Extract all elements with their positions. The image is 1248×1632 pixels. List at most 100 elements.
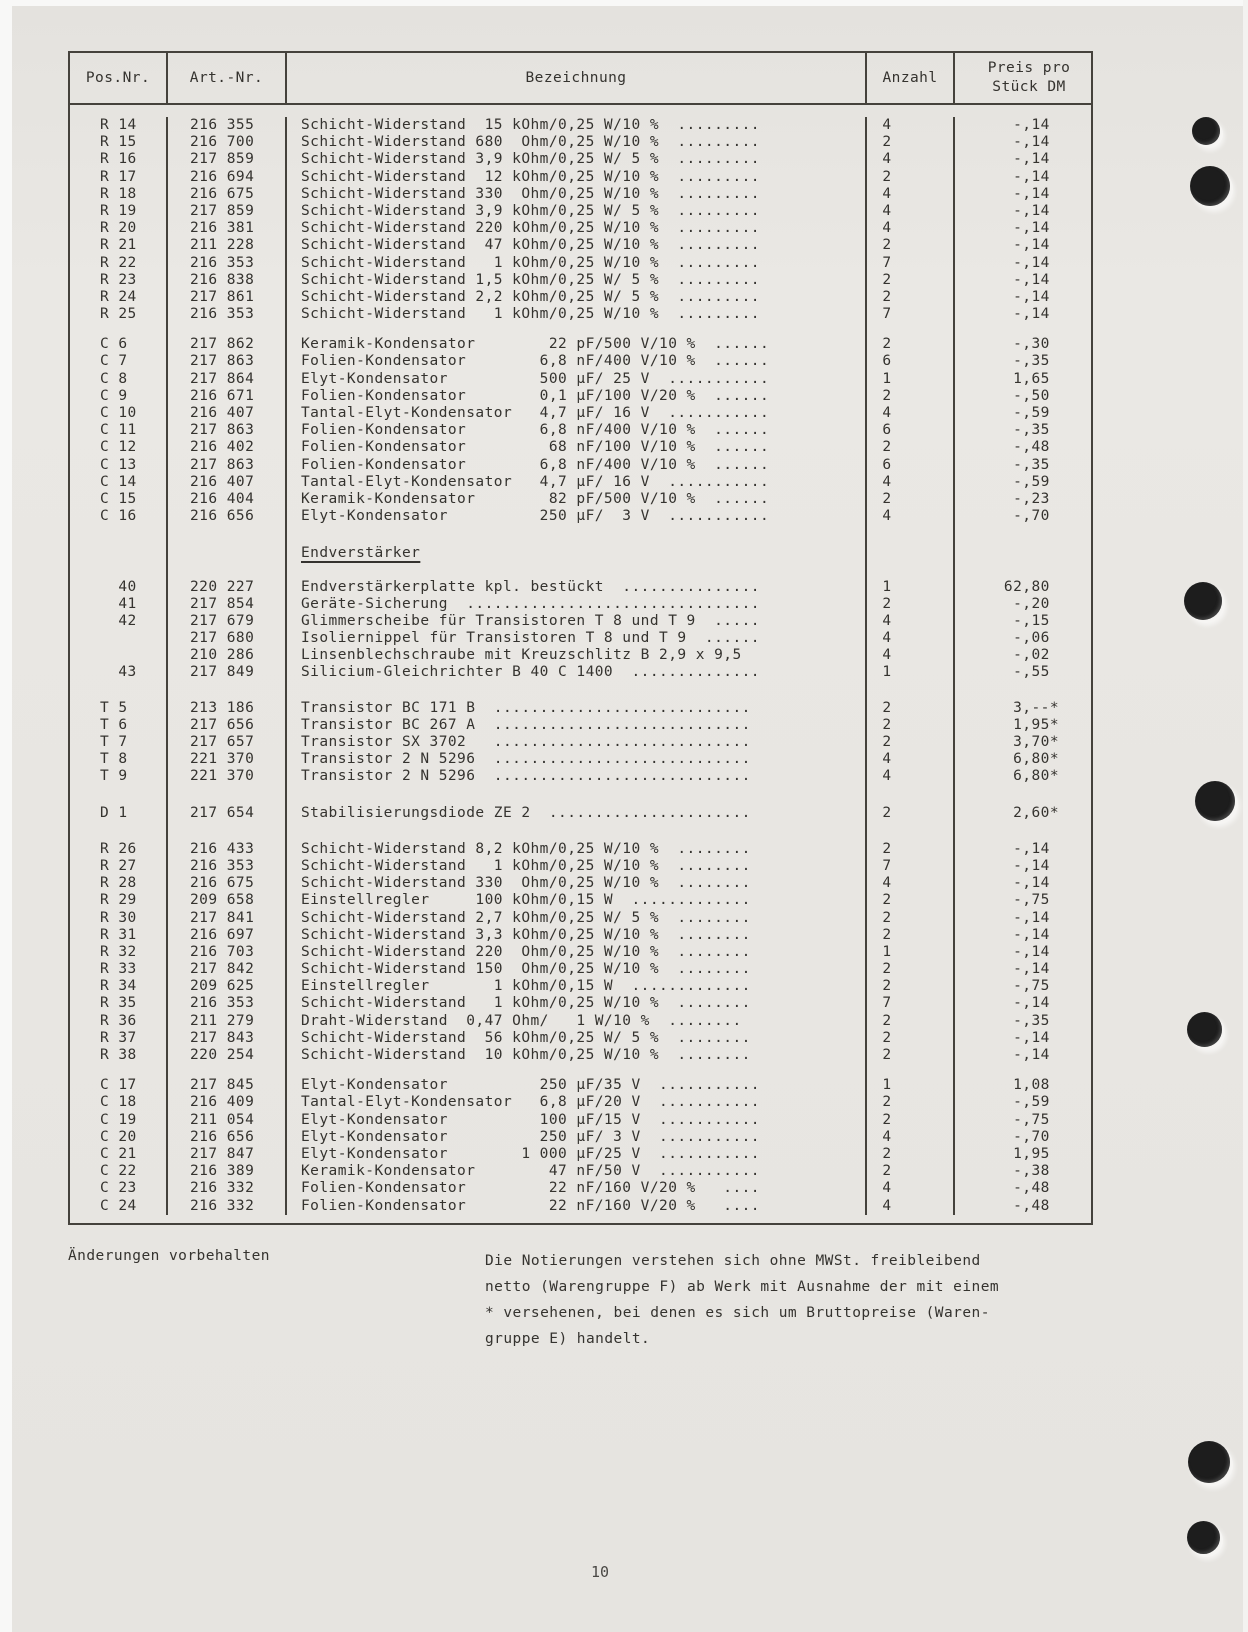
cell-pos: R 14 [70,117,168,135]
cell-pos: 41 [70,595,168,613]
cell-anz [867,545,955,563]
cell-preis: -,48 [1013,439,1059,456]
table-row: R 31 216 697 Schicht-Widerstand 3,3 kOhm/0… [70,926,1091,944]
table-row: 217 680 Isoliernippel für Transistoren T … [70,630,1091,648]
table-row: R 19 217 859 Schicht-Widerstand 3,9 kOhm/0… [70,202,1091,221]
table-row: T 7 217 657 Transistor SX 3702 ...........… [70,734,1091,752]
scan-edge-right [1243,0,1248,1632]
cell-anz: 4 [867,647,955,665]
cell-pos: R 37 [70,1029,168,1047]
cell-art: 216 697 [168,926,287,944]
cell-art: 216 389 [168,1163,287,1181]
cell-anz: 1 [867,370,955,388]
table-row: 210 286 Linsenblechschraube mit Kreuzschl… [70,647,1091,665]
header-anzahl: Anzahl [867,53,955,103]
cell-pos: C 16 [70,508,168,526]
gap-cell [168,821,287,841]
cell-bez: Linsenblechschraube mit Kreuzschlitz B 2… [287,647,867,665]
cell-art: 217 859 [168,202,287,221]
cell-preis: -,14 [1013,151,1059,168]
cell-preis: -,14 [1013,306,1059,323]
row-gap [70,785,1091,805]
cell-pos: C 14 [70,473,168,491]
cell-bez: Folien-Kondensator 22 nF/160 V/20 % .... [287,1197,867,1215]
table-row: R 34 209 625 Einstellregler 1 kOhm/0,15 W … [70,978,1091,996]
cell-pos: T 8 [70,751,168,769]
cell-pos: 43 [70,664,168,682]
cell-pos: R 28 [70,875,168,893]
cell-bez: Glimmerscheibe für Transistoren T 8 und … [287,612,867,631]
cell-pos: T 9 [70,768,168,786]
cell-pos [70,630,168,648]
cell-art: 217 845 [168,1077,287,1095]
cell-anz: 4 [867,202,955,221]
cell-bez: Schicht-Widerstand 3,3 kOhm/0,25 W/10 % … [287,926,867,944]
cell-pos: R 18 [70,185,168,203]
page-number: 10 [590,1563,610,1581]
table-row: C 11 217 863 Folien-Kondensator 6,8 nF/400… [70,422,1091,440]
table-row: R 33 217 842 Schicht-Widerstand 150 Ohm/0,… [70,961,1091,979]
cell-art: 221 370 [168,768,287,786]
cell-bez: Transistor 2 N 5296 ....................… [287,768,867,786]
cell-preis: -,70 [1013,508,1059,525]
cell-anz: 2 [867,978,955,996]
cell-art: 209 658 [168,892,287,910]
table-row: C 19 211 054 Elyt-Kondensator 100 µF/15 V … [70,1111,1091,1129]
punch-hole [1187,1521,1220,1554]
table-row: R 14 216 355 Schicht-Widerstand 15 kOhm/0,… [70,117,1091,135]
cell-pos: R 34 [70,978,168,996]
gap-cell [287,821,867,841]
cell-pos: 40 [70,578,168,596]
section-title: Endverstärker [301,545,421,562]
cell-pos: D 1 [70,804,168,822]
cell-anz: 4 [867,1128,955,1146]
cell-bez: Tantal-Elyt-Kondensator 4,7 µF/ 16 V ...… [287,473,867,491]
table-row: R 16 217 859 Schicht-Widerstand 3,9 kOhm/0… [70,151,1091,169]
cell-bez: Elyt-Kondensator 100 µF/15 V ........... [287,1111,867,1129]
cell-pos: R 19 [70,202,168,221]
gap-cell [70,785,168,805]
cell-anz: 6 [867,422,955,440]
cell-bez: Transistor BC 267 A ....................… [287,716,867,734]
table-row: C 14 216 407 Tantal-Elyt-Kondensator 4,7 µ… [70,473,1091,491]
cell-bez: Tantal-Elyt-Kondensator 6,8 µF/20 V ....… [287,1094,867,1112]
cell-bez: Einstellregler 1 kOhm/0,15 W ...........… [287,978,867,996]
cell-anz: 2 [867,336,955,354]
cell-anz: 2 [867,892,955,910]
gap-cell [70,323,168,337]
cell-anz: 7 [867,995,955,1013]
cell-preis: -,75 [1013,978,1059,995]
cell-preis: -,55 [1013,664,1059,681]
cell-pos [70,647,168,665]
footer-note-left: Änderungen vorbehalten [68,1248,270,1264]
cell-pos: R 36 [70,1012,168,1030]
cell-preis: -,59 [1013,473,1059,490]
cell-pos: C 17 [70,1077,168,1095]
cell-bez: Folien-Kondensator 6,8 nF/400 V/10 % ...… [287,422,867,440]
gap-cell [867,1064,955,1078]
table-body: R 14 216 355 Schicht-Widerstand 15 kOhm/0,… [70,105,1091,1223]
cell-pos: T 6 [70,716,168,734]
cell-anz: 2 [867,734,955,752]
table-row: C 17 217 845 Elyt-Kondensator 250 µF/35 V … [70,1077,1091,1095]
cell-art: 217 863 [168,422,287,440]
table-row: C 23 216 332 Folien-Kondensator 22 nF/160 … [70,1180,1091,1198]
table-row: R 27 216 353 Schicht-Widerstand 1 kOhm/0,2… [70,857,1091,876]
gap-cell [70,562,168,579]
cell-bez: Elyt-Kondensator 250 µF/35 V ........... [287,1077,867,1095]
gap-cell [955,1064,1089,1077]
gap-cell [287,562,867,579]
cell-preis: -,14 [1013,117,1059,133]
cell-anz: 2 [867,909,955,927]
gap-cell [168,1064,287,1078]
cell-pos: 42 [70,612,168,631]
cell-bez: Elyt-Kondensator 250 µF/ 3 V ........... [287,1128,867,1146]
cell-art: 217 864 [168,370,287,388]
cell-art: 217 654 [168,804,287,822]
gap-cell [867,681,955,700]
punch-hole [1192,117,1220,145]
cell-art: 209 625 [168,978,287,996]
cell-anz: 2 [867,271,955,289]
cell-art: 216 381 [168,220,287,238]
cell-pos: R 27 [70,857,168,876]
